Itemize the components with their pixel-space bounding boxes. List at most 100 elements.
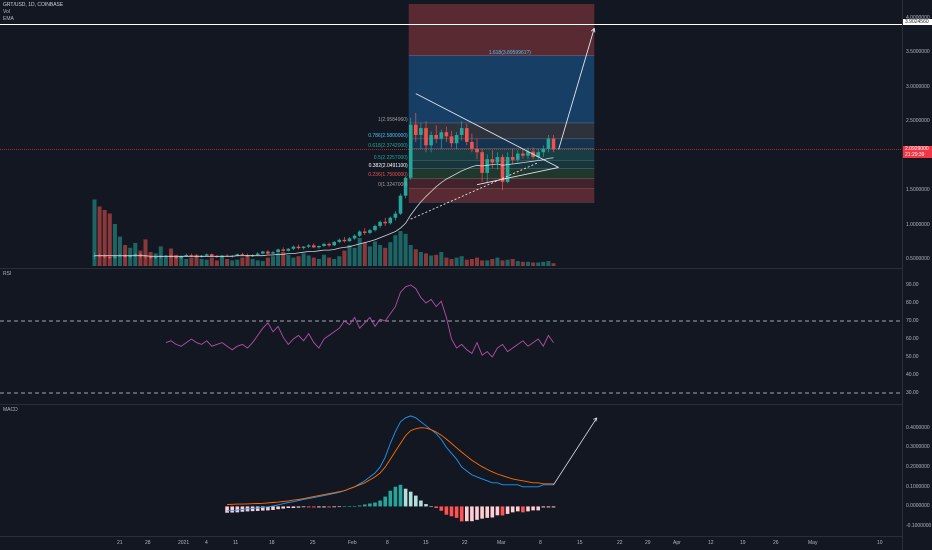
time-axis-tick: 11 xyxy=(233,540,239,546)
volume-bar xyxy=(475,257,479,266)
candle-body xyxy=(128,255,132,258)
volume-bar xyxy=(398,231,403,266)
price-axis-tick: 1.0000000 xyxy=(906,221,930,228)
volume-bar xyxy=(413,249,418,266)
candle-body xyxy=(296,246,301,249)
macd-histogram-bar xyxy=(291,506,296,509)
volume-bar xyxy=(138,250,143,266)
macd-histogram-bar xyxy=(393,486,398,507)
candle-body xyxy=(113,256,117,258)
macd-histogram-bar xyxy=(368,503,372,507)
macd-histogram-bar xyxy=(266,506,270,511)
macd-histogram-bar xyxy=(347,506,352,508)
macd-histogram-bar xyxy=(306,506,311,508)
candle-body xyxy=(490,159,495,163)
candle-body xyxy=(123,255,127,258)
candle-body xyxy=(383,221,387,224)
volume-bar xyxy=(184,259,189,266)
time-axis-tick: May xyxy=(808,540,818,546)
candle-body xyxy=(368,230,372,233)
macd-histogram-bar xyxy=(363,504,367,507)
macd-histogram-bar xyxy=(357,505,362,507)
macd-legend[interactable]: MACD xyxy=(3,407,18,413)
volume-bar xyxy=(505,259,510,266)
fib-zone xyxy=(408,55,595,123)
macd-histogram-bar xyxy=(317,506,321,508)
macd-histogram-bar xyxy=(281,506,285,509)
candle-body xyxy=(255,253,260,255)
volume-bar xyxy=(189,257,194,266)
macd-histogram-bar xyxy=(465,506,469,522)
volume-bar xyxy=(281,252,286,266)
candle-body xyxy=(546,138,551,149)
volume-bar xyxy=(347,245,352,266)
volume-bar xyxy=(250,259,255,266)
candle-body xyxy=(419,128,423,135)
macd-axis-tick: 0.2000000 xyxy=(906,464,930,471)
candle-body xyxy=(108,257,112,258)
candle-body xyxy=(312,245,316,248)
candle-body xyxy=(398,195,403,214)
ema-line xyxy=(94,157,554,257)
candle-body xyxy=(306,245,311,247)
candle-body xyxy=(480,152,484,173)
symbol-title: GRT/USD, 1D, COINBASE xyxy=(3,2,64,8)
volume-bar xyxy=(357,238,362,266)
fib-zone xyxy=(408,4,595,56)
candle-body xyxy=(465,128,469,142)
macd-axis-tick: 0.4000000 xyxy=(906,424,930,431)
time-axis-tick: 15 xyxy=(423,540,429,546)
volume-bar xyxy=(383,247,388,266)
candle-body xyxy=(159,256,163,258)
volume-bar xyxy=(388,242,393,266)
volume-bar xyxy=(434,254,439,266)
time-axis-tick: 12 xyxy=(708,540,714,546)
volume-bar xyxy=(174,254,179,266)
fib-zone xyxy=(408,138,595,149)
fib-level-label: 0.5(2.2257000) xyxy=(373,154,408,161)
volume-bar xyxy=(153,253,158,266)
rsi-axis-tick: 70.00 xyxy=(906,318,919,324)
ema-extension-line xyxy=(410,162,539,220)
projection-arrow xyxy=(558,28,595,150)
candle-body xyxy=(393,213,398,218)
volume-bar xyxy=(291,257,296,266)
macd-histogram-bar xyxy=(255,506,260,511)
macd-histogram-bar xyxy=(485,506,489,518)
candle-body xyxy=(434,135,438,139)
volume-bar xyxy=(265,257,270,266)
last-price-tag: 2.0929000 21:29:39 xyxy=(903,146,932,158)
macd-histogram-bar xyxy=(480,506,484,519)
macd-histogram-bar xyxy=(230,506,234,513)
candle-body xyxy=(210,254,214,257)
macd-histogram-bar xyxy=(408,491,413,507)
macd-histogram-bar xyxy=(414,495,418,507)
volume-bar xyxy=(342,250,347,266)
rsi-legend[interactable]: RSI xyxy=(3,271,12,277)
candle-body xyxy=(414,124,418,135)
candle-body xyxy=(373,226,377,231)
volume-indicator-label[interactable]: Vol xyxy=(3,9,10,15)
macd-histogram-bar xyxy=(434,506,438,509)
rsi-axis-tick: 50.00 xyxy=(906,354,919,360)
macd-histogram-bar xyxy=(429,506,433,508)
time-axis-tick: 2021 xyxy=(178,540,190,546)
candle-body xyxy=(153,257,158,258)
projection-arrow-head xyxy=(590,27,596,33)
ema-indicator-label[interactable]: EMA xyxy=(3,16,14,22)
time-axis-tick: 22 xyxy=(462,540,468,546)
price-axis-tick: 0.5000000 xyxy=(906,256,930,263)
volume-bar xyxy=(306,255,311,266)
triangle-lower-line xyxy=(476,166,559,186)
time-axis-tick: 10 xyxy=(877,540,883,546)
volume-bar xyxy=(214,260,219,266)
price-axis-tick: 3.0000000 xyxy=(906,83,930,90)
macd-histogram-bar xyxy=(500,506,505,516)
volume-bar xyxy=(209,257,214,266)
volume-bar xyxy=(296,256,301,266)
macd-histogram-bar xyxy=(271,506,275,510)
price-axis-tick: 1.5000000 xyxy=(906,187,930,194)
candle-body xyxy=(526,151,530,156)
volume-bar xyxy=(235,259,240,266)
